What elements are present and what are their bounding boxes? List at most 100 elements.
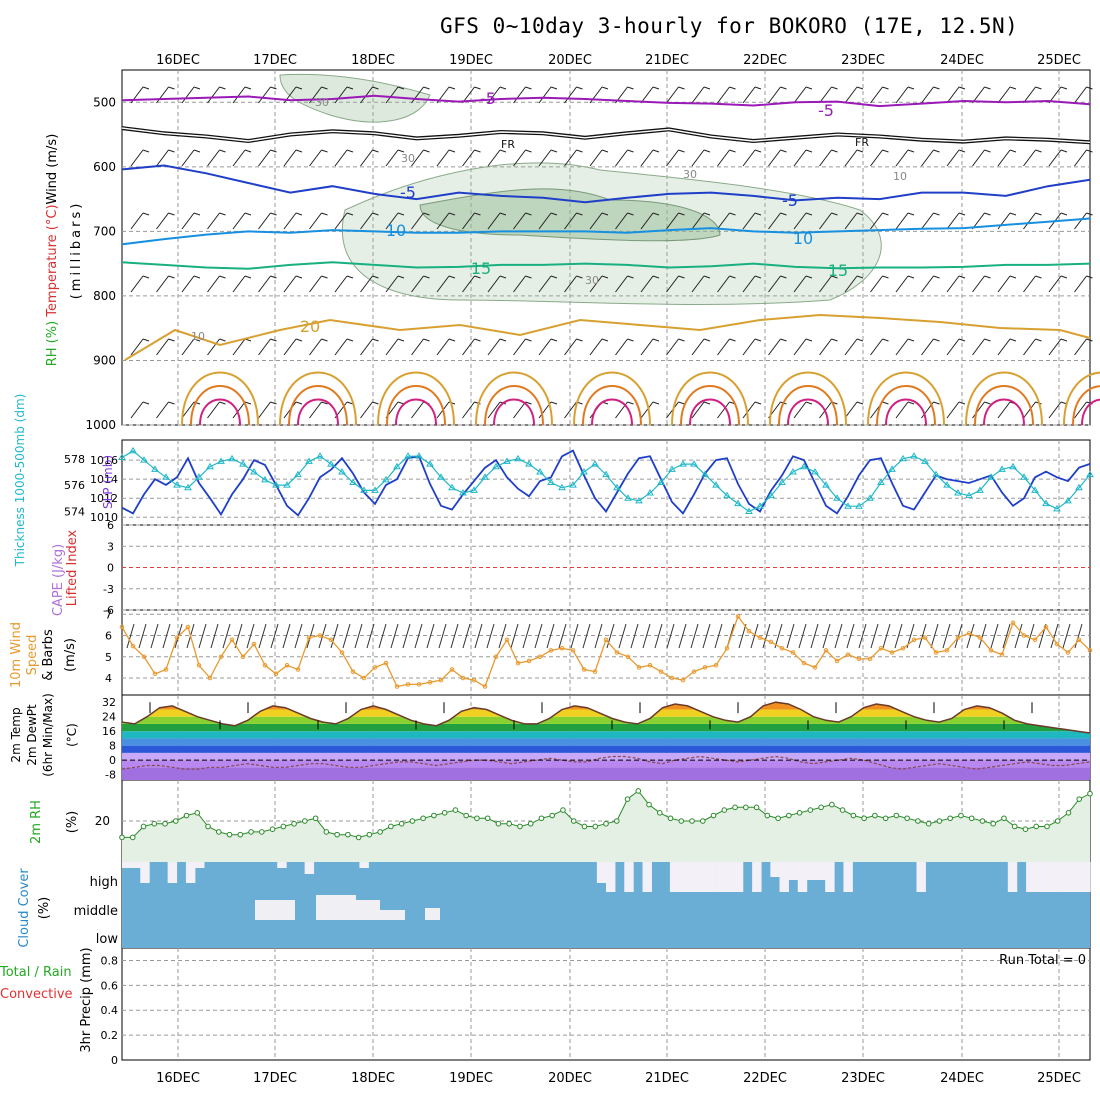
wind-barb (946, 86, 960, 104)
wind-speed-marker (416, 682, 422, 687)
wind-speed-marker (801, 660, 807, 666)
surface-wind-barb (402, 623, 411, 649)
wind-barb (487, 338, 501, 356)
surface-wind-barb (834, 623, 843, 649)
thickness-marker (899, 454, 907, 462)
wind-barb-flag (882, 401, 889, 405)
wind-barb (997, 401, 1011, 419)
lifted-index-tick: -6 (103, 604, 114, 617)
wind-speed-marker (339, 650, 345, 655)
wind-speed-marker (405, 682, 411, 687)
wind-speed-marker (174, 635, 180, 640)
wind-barb-flag (703, 212, 711, 216)
wind-barb (564, 275, 577, 293)
rh-marker (269, 826, 276, 833)
wind-barb (1023, 212, 1036, 230)
wind-barb-flag (627, 149, 634, 153)
high-cloud-gap (816, 862, 826, 880)
wind-barb (997, 149, 1011, 167)
wind-speed-marker (295, 667, 301, 672)
rh-marker (441, 810, 448, 816)
rh-marker (904, 815, 910, 822)
thickness-marker (1086, 470, 1094, 478)
lifted-index-tick: 0 (107, 562, 114, 575)
high-cloud-gap (1044, 862, 1054, 892)
wind-barb (564, 212, 577, 230)
wind-speed-tick: 7 (105, 608, 112, 621)
upper-wind-barbs (130, 86, 1093, 419)
wind-barb-flag (984, 86, 991, 90)
wind-barb (844, 401, 858, 419)
wind-barb-flag (576, 338, 583, 342)
lowlevel-temp-contour (297, 398, 339, 426)
wind-barb (793, 149, 807, 167)
wind-barb-flag (1035, 275, 1042, 279)
rh-marker (334, 831, 340, 838)
wind-speed-marker (449, 667, 455, 672)
rh-marker (796, 810, 803, 816)
wind-barb-flag (321, 338, 328, 342)
wind-speed-marker (647, 662, 653, 668)
surface-wind-barb (474, 623, 483, 649)
wind-barb-flag (1035, 86, 1042, 90)
wind-barb-flag (423, 86, 430, 90)
day-label-bottom: 18DEC (351, 1071, 395, 1086)
wind-barb-flag (168, 212, 175, 216)
wind-barb (1023, 275, 1036, 293)
wind-barb (513, 86, 526, 104)
surface-wind-barb (738, 623, 747, 649)
wind-barb-flag (703, 275, 711, 279)
wind-barb (615, 149, 628, 167)
rh-marker (613, 818, 620, 824)
wind-barb-flag (397, 86, 405, 90)
high-cloud-gap (304, 862, 315, 874)
rh-marker (882, 815, 889, 822)
thickness-marker (965, 491, 973, 499)
thickness-marker (184, 483, 192, 491)
wind-barb (487, 275, 501, 293)
wind-speed-marker (196, 662, 202, 668)
wind-speed-marker (207, 675, 213, 681)
surface-wind-barb (990, 623, 999, 649)
wind-barb (895, 401, 909, 419)
wind-barb-flag (754, 401, 762, 405)
wind-barb-flag (372, 212, 379, 216)
wind-barb-flag (142, 149, 150, 153)
thickness-marker (525, 460, 533, 467)
wind-barb (436, 149, 450, 167)
surface-wind-barb (1050, 623, 1059, 649)
wind-barb-flag (346, 212, 354, 216)
wind-barb-flag (780, 86, 787, 90)
surface-wind-barb (462, 623, 471, 649)
lowlevel-temp-contour (377, 371, 455, 426)
thickness-marker (855, 502, 863, 509)
wind-barb-flag (499, 275, 507, 279)
wind-speed-marker (141, 654, 147, 660)
rh-marker (119, 834, 125, 841)
wind-barb-flag (1009, 338, 1017, 342)
wind-barb (360, 212, 373, 230)
wind-barb (1023, 338, 1036, 356)
wind-speed-marker (757, 635, 763, 640)
wind-barb-flag (525, 149, 532, 153)
high-cloud-gap (825, 862, 835, 892)
rh-marker (517, 823, 523, 830)
thickness-marker (932, 470, 940, 478)
wind-barb (130, 338, 144, 356)
wind-speed-marker (614, 650, 620, 655)
high-cloud-gap (1007, 862, 1018, 892)
rh-marker (968, 815, 975, 822)
wind-barb-flag (856, 212, 864, 216)
wind-barb (309, 212, 322, 230)
wind-barb-flag (601, 149, 609, 153)
wind-barb-flag (142, 401, 150, 405)
wind-barb (997, 275, 1011, 293)
lowlevel-temp-contour (769, 371, 847, 426)
wind-barb (436, 212, 450, 230)
lowlevel-temp-contour (689, 398, 731, 426)
wind-barb-flag (933, 338, 940, 342)
wind-barb (130, 401, 144, 419)
wind-barb-flag (652, 212, 660, 216)
thickness-marker (877, 478, 885, 485)
wind-barb-flag (295, 401, 303, 405)
